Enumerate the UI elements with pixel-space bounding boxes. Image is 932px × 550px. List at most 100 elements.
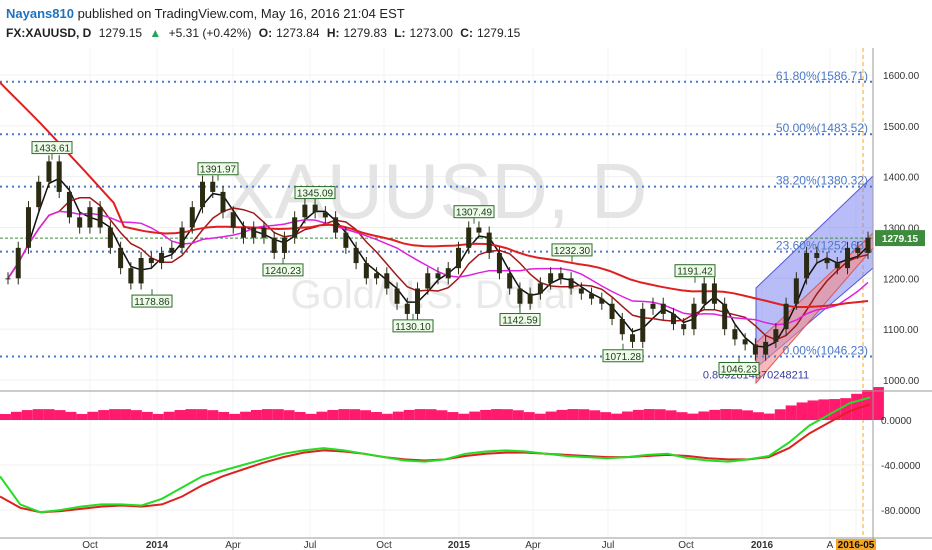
candle-body — [189, 207, 195, 228]
current-date-badge — [836, 539, 876, 550]
oscillator-histogram-bar — [851, 393, 863, 420]
price-tick-label: 1300.00 — [883, 224, 920, 235]
candle-body — [25, 207, 31, 248]
osc-tick-label: -80.0000 — [881, 506, 921, 517]
price-tick-label: 1100.00 — [883, 325, 919, 336]
time-tick-label: Jul — [602, 540, 615, 550]
oscillator-histogram-bar — [141, 411, 153, 420]
price-chart[interactable]: XAUUSD, D Gold/U.S. Dollar 61.80%(1586.7… — [0, 48, 932, 550]
current-price-badge — [875, 230, 925, 247]
pivot-label-box — [31, 141, 73, 155]
osc-tick-label: 0.0000 — [881, 416, 912, 427]
time-tick-label: Oct — [82, 540, 98, 550]
price-tick-label: 1000.00 — [883, 376, 920, 387]
candle-body — [773, 329, 779, 342]
oscillator-histogram-bar — [163, 411, 175, 420]
oscillator-histogram-bar — [829, 399, 841, 420]
pivot-label: 1232.30 — [554, 246, 591, 257]
time-tick-label: 2015 — [448, 540, 471, 550]
candle-body — [302, 204, 308, 218]
oscillator-histogram-bar — [774, 409, 786, 420]
oscillator-histogram-bar — [305, 413, 317, 420]
candle-body — [517, 288, 523, 304]
candle-body — [220, 191, 226, 213]
oscillator-histogram-bar — [687, 413, 699, 420]
oscillator-histogram-bar — [414, 409, 426, 420]
fib-level-label: 23.60%(1252.63) — [776, 239, 868, 253]
candle-body — [466, 227, 472, 248]
oscillator-histogram-bar — [720, 409, 732, 420]
oscillator-histogram-bar — [785, 405, 797, 420]
candle-body — [834, 263, 840, 269]
oscillator-histogram-bar — [294, 411, 306, 420]
symbol-name: FX:XAUUSD, D — [6, 26, 92, 40]
candle-body — [496, 252, 502, 274]
candle-body — [261, 227, 267, 238]
oscillator-histogram-bar — [21, 410, 33, 420]
candle-body — [374, 273, 380, 279]
time-tick-label: Apr — [525, 540, 541, 550]
candle-body — [343, 232, 349, 248]
pivot-label: 1191.42 — [677, 267, 713, 278]
oscillator-histogram-bar — [218, 411, 230, 420]
current-price-label: 1279.15 — [882, 234, 919, 245]
candle-body — [445, 268, 451, 279]
oscillator-main-line — [0, 396, 871, 514]
oscillator-histogram-bar — [54, 410, 66, 420]
candle-body — [507, 273, 513, 289]
candle-body — [568, 278, 574, 289]
oscillator-histogram-bar — [185, 409, 197, 420]
symbol-info: FX:XAUUSD, D 1279.15 ▲ +5.31 (+0.42%) O:… — [6, 26, 524, 40]
candle-body — [589, 293, 595, 299]
candle-body — [711, 283, 717, 304]
time-tick-label: Oct — [376, 540, 392, 550]
candle-body — [200, 181, 206, 208]
candle-body — [353, 247, 359, 264]
time-tick-label: A — [827, 540, 834, 550]
candle-body — [824, 258, 830, 264]
oscillator-histogram-bar — [76, 413, 88, 420]
candle-body — [814, 252, 820, 258]
pivot-label: 1307.49 — [456, 208, 493, 219]
candle-body — [681, 324, 687, 330]
candle-body — [107, 227, 113, 248]
oscillator-histogram-bar — [272, 409, 284, 420]
time-tick-label: 2014 — [146, 540, 169, 550]
candle-body — [670, 313, 676, 325]
oscillator-histogram-bar — [698, 411, 710, 420]
candle-body — [5, 278, 11, 280]
candle-body — [630, 334, 636, 342]
pivot-label: 1240.23 — [265, 266, 302, 277]
oscillator-histogram-bar — [545, 411, 557, 420]
pivot-label-box — [551, 243, 593, 257]
candle-body — [56, 161, 62, 192]
candle-body — [169, 247, 175, 253]
pivot-label: 1345.09 — [297, 189, 334, 200]
pivot-label-box — [718, 361, 760, 375]
oscillator-histogram-bar — [229, 413, 241, 420]
pivot-labels: 1433.61 1391.97 1345.09 1307.49 1232.30 1191.… — [31, 141, 760, 375]
candle-body — [660, 303, 666, 314]
candle-body — [763, 341, 769, 355]
oscillator-histogram-bar — [120, 409, 131, 420]
pivot-label-box — [499, 313, 541, 327]
oscillator-histogram-bar — [709, 409, 721, 420]
oscillator-histogram-bar — [469, 411, 481, 420]
author-link[interactable]: Nayans810 — [6, 6, 74, 21]
oscillator-histogram-bar — [283, 410, 295, 420]
candle-body — [476, 227, 482, 233]
oscillator-histogram-bar — [523, 412, 535, 420]
price-tick-label: 1200.00 — [883, 274, 920, 285]
oscillator-histogram-bar — [109, 409, 121, 420]
oscillator-panel — [0, 387, 884, 514]
oscillator-histogram-bar — [763, 413, 775, 420]
osc-tick-label: -40.0000 — [881, 461, 921, 472]
oscillator-histogram-bar — [0, 414, 11, 420]
oscillator-histogram-bar — [480, 409, 492, 420]
candle-body — [425, 273, 431, 289]
candle-body — [240, 227, 246, 238]
candle-body — [384, 273, 390, 289]
oscillator-histogram-bar — [567, 409, 579, 420]
pivot-label: 1046.23 — [721, 364, 758, 375]
watermark-symbol: XAUUSD, D — [223, 147, 648, 235]
